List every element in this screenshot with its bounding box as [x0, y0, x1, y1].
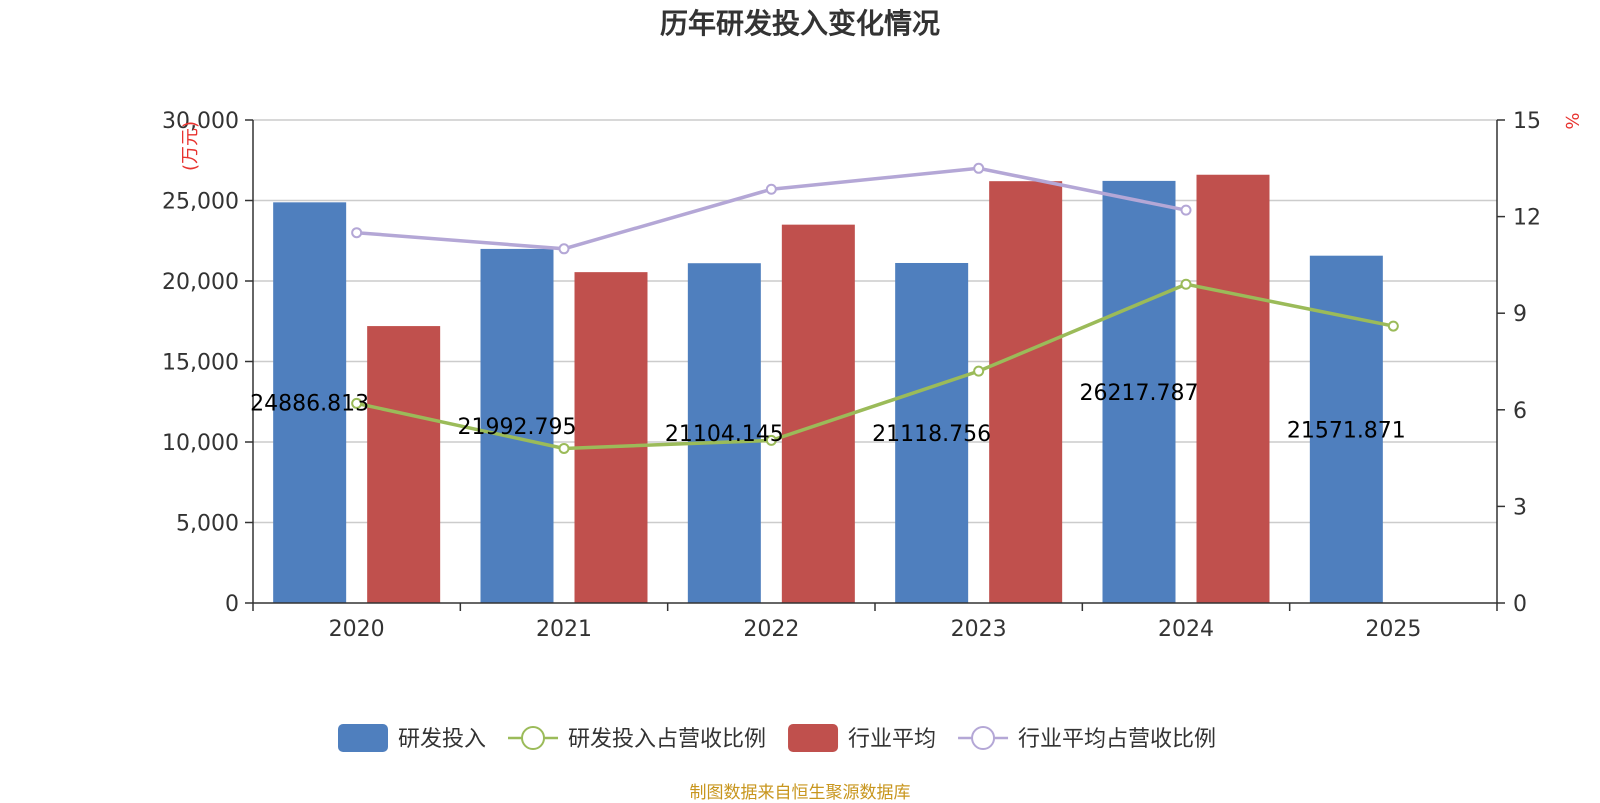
bar-rd-investment [480, 248, 554, 603]
right-axis-unit: % [1561, 112, 1582, 129]
right-axis-tick-label: 15 [1513, 109, 1541, 134]
bars [273, 174, 1383, 604]
legend-label: 研发投入占营收比例 [568, 727, 766, 752]
line-point [1180, 204, 1192, 216]
x-axis-tick-label: 2025 [1365, 617, 1421, 642]
chart-title: 历年研发投入变化情况 [659, 7, 940, 40]
right-axis-tick-label: 12 [1513, 206, 1541, 231]
bar-industry-average [989, 181, 1063, 603]
bar-data-label: 21571.871 [1287, 418, 1406, 443]
bar-rd-investment [1309, 255, 1383, 603]
series-line-rd-ratio [356, 282, 1394, 451]
bar-industry-average [367, 326, 441, 603]
bar-rd-investment [1102, 180, 1176, 604]
left-axis-tick-label: 20,000 [162, 270, 239, 295]
x-axis-tick-label: 2023 [951, 617, 1007, 642]
legend-label: 研发投入 [398, 727, 486, 752]
bar-rd-investment [273, 202, 347, 603]
line-point [351, 397, 363, 409]
grid-lines [253, 119, 1497, 524]
bar-data-label: 21118.756 [872, 422, 991, 447]
line-point [765, 434, 777, 446]
legend-label: 行业平均占营收比例 [1018, 727, 1216, 752]
left-axis-unit: (万元) [180, 121, 201, 171]
source-note: 制图数据来自恒生聚源数据库 [689, 783, 911, 803]
line-point [1387, 320, 1399, 332]
x-axis-tick-label: 2022 [743, 617, 799, 642]
right-axis-tick-label: 9 [1513, 302, 1527, 327]
line-point [765, 183, 777, 195]
bar-industry-average [781, 224, 855, 603]
right-axis-tick-label: 3 [1513, 495, 1527, 520]
line-point [351, 227, 363, 239]
legend-label: 行业平均 [848, 727, 936, 752]
left-axis-tick-label: 10,000 [162, 431, 239, 456]
left-axis-tick-label: 5,000 [176, 512, 239, 537]
line-point [558, 442, 570, 454]
bar-industry-average [574, 272, 648, 603]
axes: 0 5,000 10,000 15,000 20,000 25,000 30,000 0 3 6 9… [162, 109, 1541, 642]
legend-line-marker [971, 726, 996, 750]
bar-data-label: 21104.145 [665, 422, 784, 447]
x-axis-tick-label: 2020 [329, 617, 385, 642]
left-axis-tick-label: 25,000 [162, 190, 239, 215]
line-point [973, 162, 985, 174]
legend-bar-swatch [338, 724, 388, 752]
line-point [1180, 278, 1192, 290]
bar-industry-average [1196, 174, 1270, 604]
legend-bar-swatch [788, 724, 839, 752]
bar-data-label: 24886.813 [250, 392, 369, 417]
bar-data-label: 26217.787 [1080, 381, 1199, 406]
data-labels: 24886.813 21992.795 21104.145 21118.756 2621… [250, 381, 1406, 447]
left-axis-tick-label: 15,000 [162, 351, 239, 376]
legend-line-marker [521, 726, 546, 750]
left-axis-tick-label: 30,000 [162, 109, 239, 134]
lines [351, 162, 1399, 454]
right-axis-tick-label: 0 [1513, 592, 1527, 617]
right-axis-tick-label: 6 [1513, 399, 1527, 424]
legend: 研发投入 研发投入占营收比例 行业平均 行业平均占营收比例 [338, 724, 1216, 752]
x-axis-tick-label: 2024 [1158, 617, 1214, 642]
line-point [558, 243, 570, 255]
bar-rd-investment [895, 262, 969, 603]
x-axis-tick-label: 2021 [536, 617, 592, 642]
bar-rd-investment [687, 263, 761, 603]
line-point [973, 365, 985, 377]
bar-data-label: 21992.795 [458, 415, 577, 440]
left-axis-tick-label: 0 [225, 592, 239, 617]
